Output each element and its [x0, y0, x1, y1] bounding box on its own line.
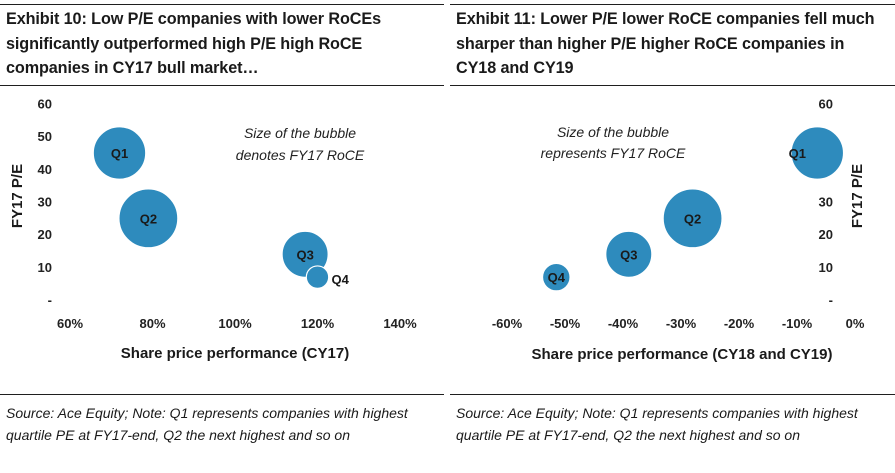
- exhibit-11-bubble-chart: -102030405060-60%-50%-40%-30%-20%-10%0%S…: [492, 97, 866, 364]
- exhibit-10-bubble-chart: - 10 20 30 40 50 60 60% 80% 100% 120% 140% Share pri…: [9, 97, 417, 363]
- bubble-size-annotation: Size of the bubble: [244, 125, 356, 141]
- title-rule: [0, 85, 444, 86]
- x-axis-title: Share price performance (CY18 and CY19): [532, 346, 833, 363]
- y-tick-label: -: [829, 293, 833, 308]
- y-axis-title: FY17 P/E: [9, 164, 26, 228]
- y-axis-title: FY17 P/E: [849, 164, 866, 228]
- bubble-label-q4: Q4: [548, 270, 566, 285]
- y-tick-label: 40: [38, 162, 52, 177]
- bubble-label-q2: Q2: [140, 211, 157, 226]
- bubble-label-q1: Q1: [789, 146, 806, 161]
- x-tick-label: 100%: [218, 316, 252, 331]
- x-tick-label: -40%: [608, 316, 639, 331]
- bubble-size-annotation: represents FY17 RoCE: [541, 145, 686, 161]
- exhibit-10-panel: Exhibit 10: Low P/E companies with lower…: [0, 0, 444, 473]
- bubble-q4: [305, 265, 330, 289]
- top-rule: [0, 4, 444, 5]
- bubble-label-q4: Q4: [332, 272, 350, 287]
- bubble-q4: [541, 262, 571, 292]
- exhibit-10-title: Exhibit 10: Low P/E companies with lower…: [6, 10, 381, 77]
- title-rule: [450, 85, 895, 86]
- y-tick-label: 30: [819, 195, 833, 210]
- bubble-label-q1: Q1: [111, 146, 128, 161]
- bubble-label-q3: Q3: [296, 247, 313, 262]
- bubble-q2: [118, 188, 179, 249]
- bubble-label-q2: Q2: [684, 211, 701, 226]
- x-tick-label: -60%: [492, 316, 523, 331]
- exhibit-11-title: Exhibit 11: Lower P/E lower RoCE compani…: [456, 10, 875, 77]
- bubble-q2: [662, 188, 723, 249]
- x-tick-label: 80%: [139, 316, 165, 331]
- bubble-q1: [92, 126, 147, 180]
- bubble-size-annotation: denotes FY17 RoCE: [236, 147, 365, 163]
- x-axis-title: Share price performance (CY17): [121, 345, 349, 362]
- x-tick-label: 60%: [57, 316, 83, 331]
- exhibit-10-source-note: Source: Ace Equity; Note: Q1 represents …: [6, 405, 408, 443]
- y-tick-label: 20: [819, 227, 833, 242]
- y-tick-label: 60: [38, 97, 52, 112]
- x-tick-label: 0%: [846, 316, 865, 331]
- x-tick-label: -10%: [782, 316, 813, 331]
- y-tick-label: -: [48, 293, 52, 308]
- x-tick-label: -30%: [666, 316, 697, 331]
- exhibit-11-panel: Exhibit 11: Lower P/E lower RoCE compani…: [450, 0, 895, 473]
- bubble-label-q3: Q3: [620, 247, 637, 262]
- x-tick-label: 120%: [301, 316, 335, 331]
- top-rule: [450, 4, 895, 5]
- x-tick-label: -20%: [724, 316, 755, 331]
- source-rule: [0, 394, 444, 395]
- x-tick-label: 140%: [383, 316, 417, 331]
- bubble-q3: [605, 230, 653, 278]
- x-tick-label: -50%: [550, 316, 581, 331]
- bubble-size-annotation: Size of the bubble: [557, 124, 669, 140]
- y-tick-label: 10: [38, 260, 52, 275]
- bubble-q1: [790, 126, 845, 180]
- y-tick-label: 20: [38, 227, 52, 242]
- y-tick-label: 60: [819, 97, 833, 112]
- source-rule: [450, 394, 895, 395]
- y-tick-label: 50: [38, 129, 52, 144]
- y-tick-label: 10: [819, 260, 833, 275]
- y-tick-label: 30: [38, 195, 52, 210]
- exhibit-11-source-note: Source: Ace Equity; Note: Q1 represents …: [456, 405, 858, 443]
